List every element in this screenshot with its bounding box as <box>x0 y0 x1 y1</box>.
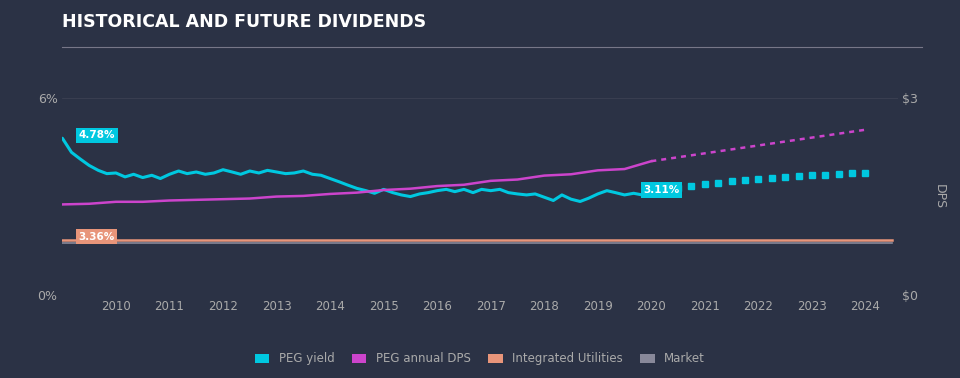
Legend: PEG yield, PEG annual DPS, Integrated Utilities, Market: PEG yield, PEG annual DPS, Integrated Ut… <box>251 348 709 370</box>
Text: 3.11%: 3.11% <box>643 185 680 195</box>
Text: HISTORICAL AND FUTURE DIVIDENDS: HISTORICAL AND FUTURE DIVIDENDS <box>62 13 426 31</box>
Text: 3.36%: 3.36% <box>79 232 114 242</box>
Y-axis label: DPS: DPS <box>932 184 946 209</box>
Text: 4.78%: 4.78% <box>79 130 115 140</box>
